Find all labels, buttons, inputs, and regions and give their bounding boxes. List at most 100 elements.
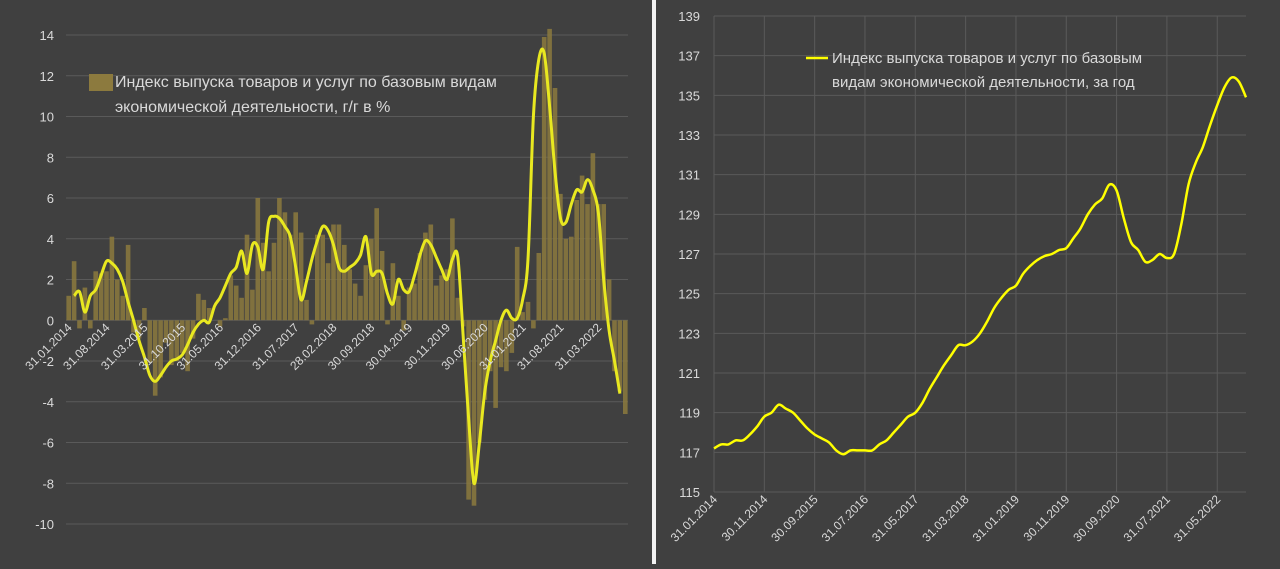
bar-yoy-28 xyxy=(217,320,223,327)
bar-yoy-57 xyxy=(374,208,379,321)
bar-yoy-33 xyxy=(244,234,250,321)
bar-yoy-95 xyxy=(579,175,585,321)
bar-yoy-81 xyxy=(504,320,509,372)
legend-text-line1: Индекс выпуска товаров и услуг по базовы… xyxy=(832,50,1142,67)
y-tick-label: 129 xyxy=(678,207,700,222)
bar-yoy-5 xyxy=(93,271,98,321)
bar-yoy-82 xyxy=(509,320,515,353)
bar-yoy-49 xyxy=(331,224,336,321)
line-annual-index xyxy=(713,75,1248,456)
bar-yoy-6 xyxy=(98,273,104,321)
bar-yoy-85 xyxy=(525,301,531,321)
y-tick-label: 135 xyxy=(678,88,700,103)
bar-yoy-68 xyxy=(433,285,439,321)
bar-yoy-17 xyxy=(158,320,163,378)
bar-yoy-69 xyxy=(439,275,444,321)
yoy-bar-chart-panel: -10 -8 -6 -4 -2 0 2 4 6 8 10 12 14 31.01.2014 31.08.2… xyxy=(22,28,628,532)
y-tick-label: 4 xyxy=(47,232,54,247)
legend-text-line1: Индекс выпуска товаров и услуг по базовы… xyxy=(115,74,497,91)
bar-yoy-63 xyxy=(406,287,412,321)
bar-yoy-78 xyxy=(487,320,493,372)
bar-yoy-41 xyxy=(288,234,293,321)
x-tick-label: 31.03.2018 xyxy=(919,492,972,545)
bar-yoy-94 xyxy=(574,200,579,321)
y-tick-label: -2 xyxy=(42,354,54,369)
bar-yoy-56 xyxy=(369,238,374,321)
bar-yoy-101 xyxy=(612,320,617,372)
bar-yoy-36 xyxy=(260,242,266,321)
bar-yoy-71 xyxy=(450,218,455,321)
bar-yoy-25 xyxy=(201,299,207,321)
bar-yoy-16 xyxy=(152,320,158,396)
y-tick-label: -4 xyxy=(42,395,54,410)
bar-yoy-96 xyxy=(585,204,590,321)
bar-yoy-75 xyxy=(471,320,477,506)
bar-yoy-11 xyxy=(125,244,131,321)
x-tick-label: 30.09.2015 xyxy=(768,492,821,545)
bar-yoy-100 xyxy=(606,279,612,321)
bar-yoy-62 xyxy=(401,320,406,331)
bar-yoy-65 xyxy=(417,253,423,321)
annual-index-line-chart: 115117119121123125127129131133135137139 … xyxy=(668,9,1248,545)
bar-yoy-35 xyxy=(255,198,261,321)
bar-yoy-54 xyxy=(358,295,363,321)
bar-yoy-44 xyxy=(304,299,309,321)
y-tick-label: -6 xyxy=(42,436,54,451)
line-smoothed-yoy xyxy=(72,47,622,485)
bar-yoy-34 xyxy=(250,289,255,321)
bar-yoy-92 xyxy=(563,238,569,321)
y-tick-label: 131 xyxy=(678,168,700,183)
bar-yoy-29 xyxy=(223,318,228,321)
y-tick-label: 137 xyxy=(678,49,700,64)
bar-yoy-8 xyxy=(109,236,115,321)
x-tick-label: 31.07.2021 xyxy=(1121,492,1174,545)
bar-yoy-86 xyxy=(531,320,536,329)
y-tick-label: 8 xyxy=(47,150,54,165)
bar-yoy-98 xyxy=(596,204,601,321)
bar-yoy-12 xyxy=(131,320,136,333)
bar-yoy-2 xyxy=(77,320,82,329)
y-tick-label: 133 xyxy=(678,128,700,143)
bar-yoy-88 xyxy=(541,37,547,321)
bar-yoy-19 xyxy=(169,320,174,366)
bar-yoy-24 xyxy=(196,293,201,321)
y-tick-label: 139 xyxy=(678,9,700,24)
y-tick-label: 123 xyxy=(678,326,700,341)
legend-text-line2: видам экономической деятельности, за год xyxy=(832,74,1135,91)
y-tick-label: 119 xyxy=(679,406,700,421)
bar-yoy-51 xyxy=(342,244,347,321)
panel-divider xyxy=(652,0,656,564)
y-tick-label: 10 xyxy=(40,110,54,125)
bar-yoy-87 xyxy=(536,253,542,321)
bar-yoy-67 xyxy=(428,224,434,321)
bar-yoy-61 xyxy=(396,295,401,321)
bar-yoy-26 xyxy=(206,308,212,321)
bar-yoy-3 xyxy=(82,287,88,321)
bar-yoy-9 xyxy=(115,279,120,321)
bar-yoy-18 xyxy=(163,320,169,343)
bar-yoy-58 xyxy=(379,251,385,321)
bar-yoy-14 xyxy=(142,308,147,321)
bar-yoy-45 xyxy=(309,320,315,325)
y-tick-label: 117 xyxy=(679,445,700,460)
bar-yoy-89 xyxy=(547,28,552,321)
bar-yoy-79 xyxy=(493,320,498,408)
bar-yoy-97 xyxy=(590,153,596,321)
bar-yoy-37 xyxy=(266,271,271,321)
legend-text-line2: экономической деятельности, г/г в % xyxy=(115,99,390,116)
bar-yoy-72 xyxy=(455,297,461,321)
bar-yoy-90 xyxy=(552,88,558,321)
y-tick-label: 121 xyxy=(678,366,700,381)
y-tick-label: -10 xyxy=(35,517,54,532)
bar-yoy-4 xyxy=(88,320,93,329)
y-tick-label: 0 xyxy=(47,313,54,328)
y-tick-label: 127 xyxy=(678,247,700,262)
bar-yoy-60 xyxy=(390,263,396,321)
bar-yoy-93 xyxy=(569,236,574,321)
bar-yoy-47 xyxy=(320,234,325,321)
bar-yoy-38 xyxy=(271,242,277,321)
legend-swatch-yoy xyxy=(89,74,113,91)
bar-yoy-32 xyxy=(239,297,244,321)
x-tick-label: 30.11.2014 xyxy=(719,492,771,544)
